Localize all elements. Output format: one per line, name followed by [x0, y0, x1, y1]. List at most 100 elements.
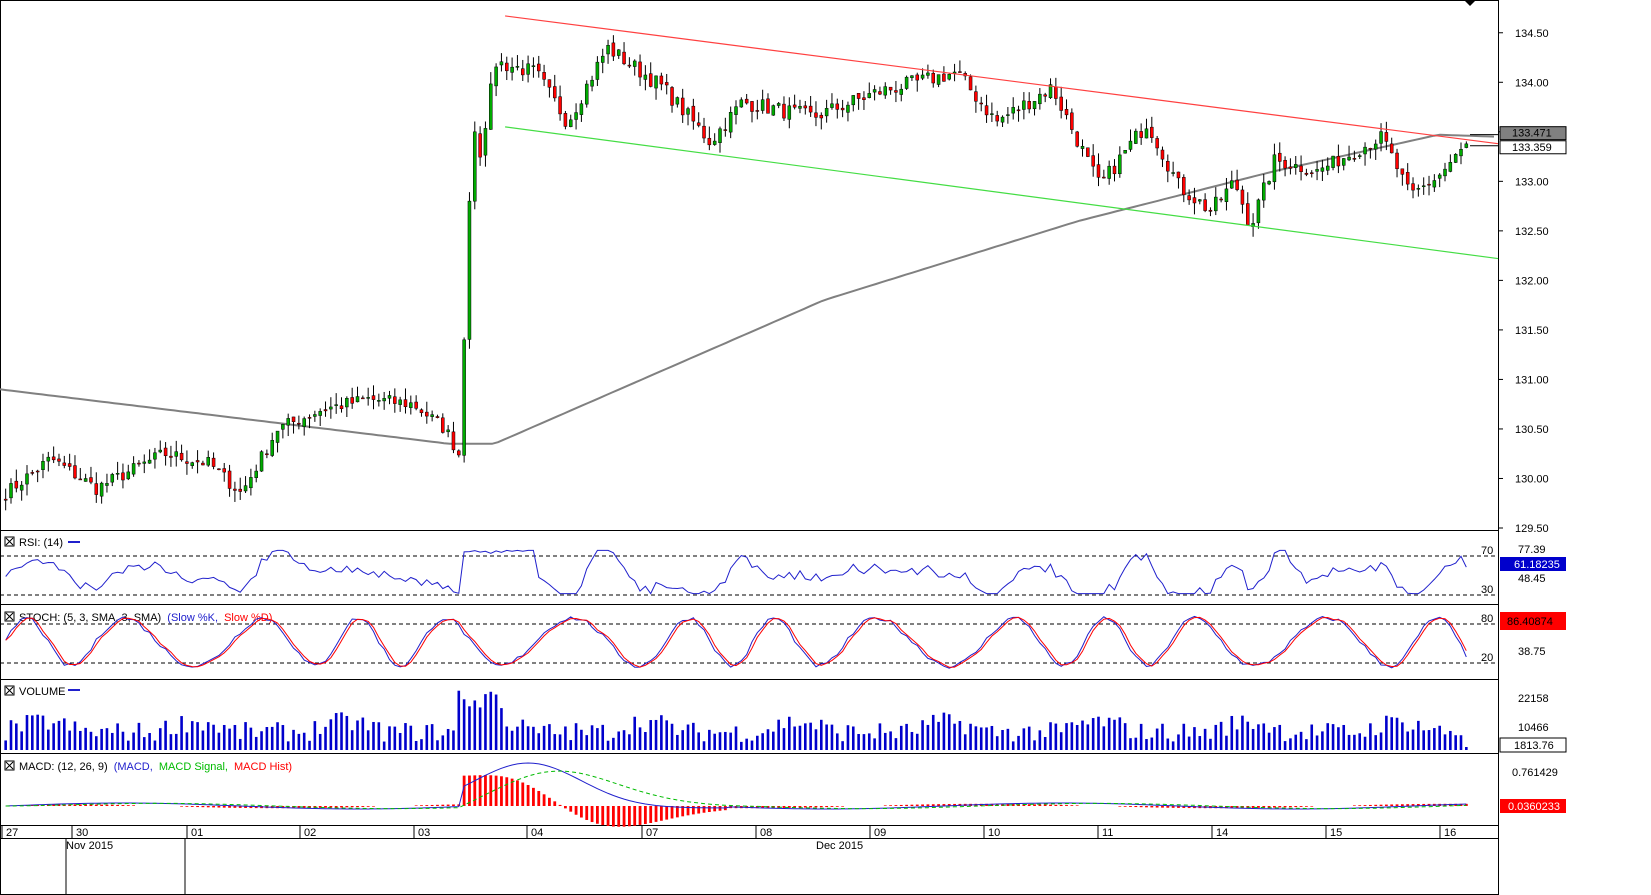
volume-bar	[1129, 738, 1132, 750]
macd-histogram-bar	[1123, 806, 1127, 807]
volume-bar	[1443, 734, 1447, 750]
x-axis-day-label: 27	[6, 827, 18, 839]
scroll-marker-icon[interactable]	[1464, 0, 1476, 6]
volume-bar	[793, 726, 796, 750]
volume-bar	[1459, 735, 1463, 750]
candle-body	[1032, 101, 1037, 110]
candle-body	[920, 74, 925, 79]
candle-body	[696, 122, 701, 126]
macd-histogram-bar	[937, 804, 940, 806]
volume-bar	[180, 716, 183, 750]
candle-body	[819, 114, 824, 119]
volume-bar	[750, 740, 754, 750]
candle-body	[393, 396, 397, 404]
volume-bar	[505, 726, 509, 750]
volume-bar	[606, 740, 610, 750]
macd-histogram-bar	[1177, 806, 1180, 808]
macd-histogram-bar	[126, 805, 130, 806]
candle-body	[457, 450, 461, 456]
candle-body	[1235, 179, 1239, 190]
macd-histogram-bar	[985, 803, 988, 806]
volume-bar	[1070, 722, 1074, 750]
volume-bar	[1166, 738, 1170, 750]
candle-body	[1288, 166, 1293, 169]
macd-histogram-bar	[425, 805, 429, 806]
volume-bar	[1294, 734, 1298, 750]
volume-bar	[174, 733, 178, 750]
candle-body	[382, 398, 386, 402]
candle-body	[590, 79, 594, 87]
volume-bar	[788, 716, 791, 750]
macd-histogram-bar	[446, 804, 450, 806]
macd-histogram-bar	[1390, 804, 1394, 806]
macd-histogram-bar	[1059, 804, 1063, 806]
macd-histogram-bar	[580, 806, 583, 818]
candle-body	[616, 49, 621, 56]
candle-body	[1070, 112, 1074, 130]
volume-bar	[910, 731, 914, 750]
candle-body	[281, 424, 285, 430]
x-axis-day-label: 14	[1216, 827, 1228, 839]
candle-body	[179, 452, 184, 461]
candle-body	[558, 96, 562, 115]
candle-body	[648, 73, 653, 87]
volume-bar	[937, 721, 940, 750]
candle-body	[201, 462, 205, 466]
volume-bar	[116, 723, 119, 750]
macd-histogram-bar	[1219, 806, 1223, 809]
candle-body	[1341, 158, 1346, 166]
candle-body	[547, 79, 552, 88]
macd-histogram-bar	[1257, 806, 1260, 808]
volume-bar	[1283, 741, 1287, 750]
candle-body	[483, 128, 488, 156]
volume-bar	[1337, 727, 1340, 750]
macd-histogram-bar	[110, 804, 114, 806]
candle-body	[542, 72, 546, 80]
volume-bar	[713, 733, 716, 750]
volume-bar	[142, 737, 146, 750]
candle-body	[846, 104, 850, 113]
macd-histogram-bar	[324, 806, 327, 808]
macd-histogram-bar	[654, 806, 658, 822]
x-axis-day-label: 09	[874, 827, 886, 839]
volume-bar	[297, 733, 301, 750]
price-tick-label: 134.00	[1515, 77, 1549, 89]
candle-body	[1064, 109, 1069, 116]
macd-histogram-bar	[793, 806, 797, 808]
volume-axis-tick-high: 22158	[1518, 693, 1549, 705]
volume-bar	[1006, 728, 1010, 750]
stoch-legend-k: (Slow %K,	[167, 612, 218, 624]
candle-body	[1379, 131, 1383, 144]
candle-body	[622, 51, 626, 65]
candle-body	[691, 105, 696, 122]
candle-body	[9, 483, 13, 499]
macd-histogram-bar	[537, 790, 541, 806]
volume-bar	[110, 732, 114, 750]
volume-bar	[558, 734, 562, 750]
macd-value-tag	[1500, 799, 1566, 813]
volume-bar	[1273, 727, 1276, 750]
rsi-value-tag	[1500, 557, 1566, 571]
volume-bar	[1086, 724, 1090, 750]
candle-body	[830, 103, 834, 108]
candle-body	[803, 105, 808, 109]
candle-body	[1091, 155, 1095, 167]
volume-bar	[52, 723, 55, 750]
volume-bar	[361, 717, 365, 750]
volume-bar	[782, 728, 786, 750]
candle-body	[1139, 131, 1143, 138]
volume-bar	[931, 714, 935, 750]
stoch-panel: STOCH: (5, 3, SMA, 3, SMA) (Slow %K, Slo…	[0, 611, 1498, 669]
volume-bar	[1230, 715, 1234, 750]
candle-body	[942, 73, 946, 82]
candle-body	[14, 480, 19, 489]
volume-bar	[420, 739, 423, 750]
macd-histogram-bar	[905, 804, 908, 806]
candle-body	[974, 91, 978, 102]
volume-bar	[1182, 723, 1186, 750]
candle-body	[185, 461, 189, 464]
macd-histogram-bar	[1368, 804, 1372, 806]
macd-histogram-bar	[1065, 805, 1068, 806]
candle-body	[35, 470, 40, 473]
macd-histogram-bar	[809, 806, 813, 808]
